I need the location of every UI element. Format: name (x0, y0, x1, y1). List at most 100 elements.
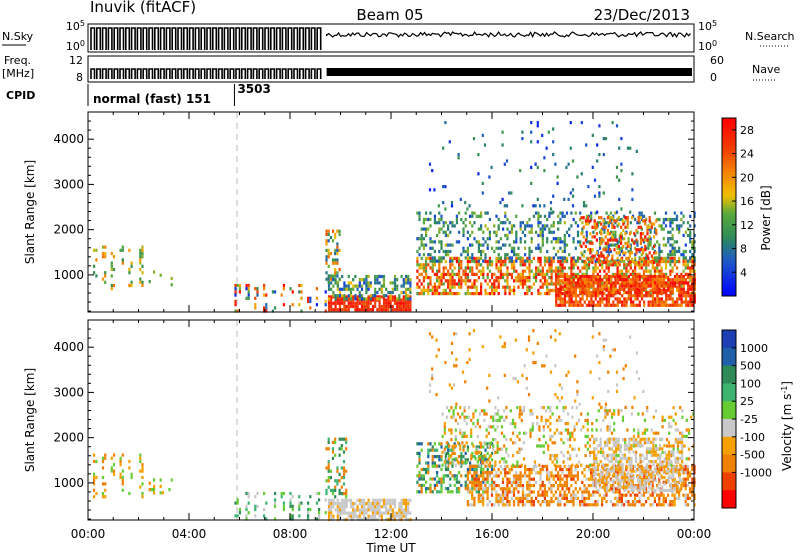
range-gate-cell (488, 237, 491, 241)
range-gate-cell (354, 301, 357, 305)
range-gate-cell (352, 284, 355, 288)
range-gate-cell (678, 278, 681, 282)
range-gate-cell (528, 266, 531, 270)
range-gate-cell (577, 281, 580, 285)
range-gate-cell (402, 308, 405, 312)
range-gate-cell (669, 243, 672, 247)
range-gate-cell (693, 294, 696, 298)
range-gate-cell (680, 290, 683, 295)
range-gate-cell (643, 418, 647, 422)
range-gate-cell (638, 256, 641, 260)
range-gate-cell (579, 281, 582, 285)
range-gate-cell (477, 227, 480, 231)
range-gate-cell (442, 292, 445, 296)
range-gate-cell (327, 274, 330, 278)
range-gate-cell (536, 197, 539, 201)
range-gate-cell (614, 490, 617, 494)
range-gate-cell (611, 235, 614, 239)
range-gate-cell (520, 412, 523, 416)
range-gate-cell (356, 304, 359, 309)
range-gate-cell (636, 278, 639, 282)
range-gate-cell (651, 303, 655, 307)
range-gate-cell (618, 287, 622, 291)
range-gate-cell (583, 487, 586, 491)
range-gate-cell (617, 460, 620, 464)
range-gate-cell (420, 263, 423, 267)
range-gate-cell (590, 484, 593, 488)
range-gate-cell (686, 233, 690, 238)
range-gate-cell (503, 444, 506, 448)
range-gate-cell (594, 503, 597, 507)
range-gate-cell (627, 269, 630, 273)
range-gate-cell (420, 477, 423, 481)
range-gate-cell (420, 243, 423, 247)
range-gate-cell (512, 490, 516, 494)
range-gate-cell (649, 237, 652, 241)
range-gate-cell (566, 412, 570, 416)
range-gate-cell (330, 505, 333, 509)
range-gate-cell (464, 269, 467, 273)
range-gate-cell (643, 284, 646, 288)
range-gate-cell (500, 425, 504, 429)
range-gate-cell (471, 269, 474, 273)
range-gate-cell (673, 496, 676, 500)
range-gate-cell (585, 263, 588, 267)
range-gate-cell (429, 477, 432, 481)
range-gate-cell (664, 288, 668, 292)
range-gate-cell (483, 441, 486, 445)
range-gate-cell (418, 455, 421, 459)
range-gate-cell (595, 222, 598, 226)
range-gate-cell (407, 501, 410, 506)
range-gate-cell (550, 211, 553, 215)
range-gate-cell (398, 297, 401, 301)
power-colorbar-step (722, 204, 736, 208)
range-gate-cell (675, 227, 679, 231)
range-gate-cell (459, 431, 462, 435)
range-gate-cell (444, 455, 447, 459)
range-gate-cell (427, 442, 430, 446)
range-gate-cell (580, 216, 583, 220)
range-gate-cell (458, 455, 461, 459)
range-gate-cell (590, 493, 593, 497)
range-gate-cell (640, 503, 643, 507)
range-gate-cell (689, 279, 692, 283)
range-gate-cell (539, 246, 542, 250)
range-gate-cell (650, 222, 653, 226)
range-gate-cell (625, 303, 628, 307)
range-gate-cell (587, 263, 591, 267)
range-gate-cell (342, 482, 346, 486)
range-gate-cell (338, 304, 342, 309)
range-gate-cell (139, 485, 142, 489)
range-gate-cell (385, 304, 388, 309)
range-gate-cell (585, 266, 588, 270)
range-gate-cell (404, 508, 408, 512)
range-gate-cell (627, 249, 630, 254)
range-gate-cell (520, 447, 523, 451)
range-gate-cell (427, 276, 430, 280)
range-gate-cell (483, 412, 486, 416)
range-gate-cell (289, 501, 292, 505)
range-gate-cell (582, 235, 585, 239)
range-gate-cell (374, 508, 377, 512)
range-gate-cell (691, 266, 694, 270)
range-gate-cell (514, 425, 517, 429)
range-gate-cell (440, 458, 443, 462)
power-colorbar-step (722, 275, 736, 279)
range-gate-cell (557, 237, 560, 241)
range-gate-cell (548, 500, 551, 504)
range-gate-cell (128, 248, 131, 252)
range-gate-cell (471, 480, 474, 484)
range-gate-cell (655, 251, 658, 255)
range-gate-cell (336, 498, 339, 502)
range-gate-cell (548, 256, 551, 260)
range-gate-cell (653, 269, 657, 273)
range-gate-cell (625, 272, 628, 276)
range-gate-cell (475, 256, 478, 260)
range-gate-cell (581, 221, 584, 225)
range-gate-cell (484, 260, 487, 264)
range-gate-cell (566, 431, 570, 435)
range-gate-cell (449, 221, 452, 225)
range-gate-cell (598, 493, 601, 497)
range-gate-cell (93, 495, 96, 499)
range-gate-cell (291, 495, 294, 499)
